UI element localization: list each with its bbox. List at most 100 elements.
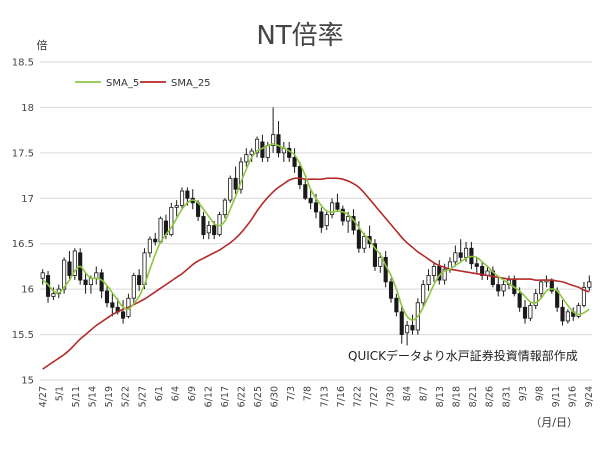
x-tick-label: 9/8 [534,386,545,401]
candle-body [147,238,152,254]
candle [539,280,544,299]
candle [399,305,404,344]
candle-body [421,284,426,304]
candle-body [185,190,190,199]
candle [147,236,152,258]
chart-title: NT倍率 [256,21,343,51]
candle [287,141,292,162]
candle-body [110,302,115,308]
candle [137,269,142,291]
candle-body [410,325,415,331]
candle-body [560,306,565,322]
x-tick-label: 6/1 [154,386,165,401]
candle [83,272,88,294]
candle [437,260,442,285]
candle-body [206,225,211,234]
candle-body [533,293,538,306]
candle [40,269,45,285]
candle [271,107,276,153]
y-tick-label: 16.5 [12,239,34,250]
candle [453,245,458,267]
candle [388,278,394,303]
candle-body [51,293,56,297]
candle-body [335,202,340,210]
x-tick-label: 8/31 [501,386,512,407]
x-tick-label: 7/27 [369,386,380,407]
candle [469,241,474,270]
candle [297,161,302,190]
candle-body [137,275,142,285]
candle-body [83,279,88,285]
x-tick-label: 7/13 [319,386,330,407]
candle [308,189,313,210]
candle-body [292,156,297,167]
candle-body [67,261,72,276]
candle-body [388,281,394,299]
candle-body [233,177,238,190]
candle-body [458,252,463,258]
x-axis-ticks: 4/27 5/1 5/11 5/14 5/19 5/22 5/27 6/1 6/4 6/9 6/12… [38,386,595,407]
x-tick-label: 5/22 [121,386,132,407]
x-tick-label: 5/11 [71,386,82,407]
candle-body [271,134,276,146]
candle-body [324,214,329,226]
candle-body [587,281,592,288]
x-tick-label: 8/4 [402,386,413,401]
x-tick-label: 7/22 [352,386,363,407]
candle [474,257,479,273]
candle-body [153,238,158,243]
candle [153,232,158,246]
x-tick-label: 9/3 [518,386,529,401]
candle-body [496,284,501,292]
candle-body [249,150,254,156]
candle [94,266,99,285]
x-tick-label: 6/9 [187,386,198,401]
candle [174,200,179,217]
candle-body [212,225,217,236]
candle [576,302,581,319]
candle-body [228,177,233,201]
candle [367,225,372,249]
candle [496,278,501,297]
x-tick-label: 6/30 [270,386,281,407]
candle-body [581,286,587,306]
candle-body [565,311,570,322]
candle-body [431,266,436,276]
candle-body [308,197,313,204]
x-tick-label: 5/1 [55,386,66,401]
candle [426,269,431,291]
candle-body [72,250,77,276]
y-axis-unit-label: 倍 [37,38,48,52]
candle-body [480,266,485,276]
candle-body [442,268,447,281]
candle [372,239,378,271]
x-tick-label: 8/13 [435,386,446,407]
x-tick-label: 6/17 [220,386,231,407]
candle [190,189,195,210]
candle [281,141,286,162]
candle [99,269,104,299]
candle [276,121,281,158]
candle [104,284,110,308]
candle [110,293,115,317]
candle-body [517,293,522,308]
x-tick-label: 7/8 [303,386,314,401]
candle [131,272,136,303]
candle-body [362,236,367,249]
candle-body [399,311,404,335]
source-annotation: QUICKデータより水戸証券投資情報部作成 [348,348,578,363]
x-tick-label: 5/14 [88,386,99,407]
candle-body [356,229,361,249]
candle-body [319,211,324,228]
candle-body [405,325,410,334]
candle [169,202,174,237]
x-tick-label: 6/4 [170,386,181,401]
candle [410,314,415,335]
y-axis-ticks: 15 15.5 16 16.5 17 17.5 18 18.5 [12,58,34,387]
x-tick-label: 6/22 [237,386,248,407]
candle [303,180,308,201]
candle [560,300,565,326]
candle-body [378,256,383,267]
candle [72,248,77,281]
candle [565,309,570,324]
